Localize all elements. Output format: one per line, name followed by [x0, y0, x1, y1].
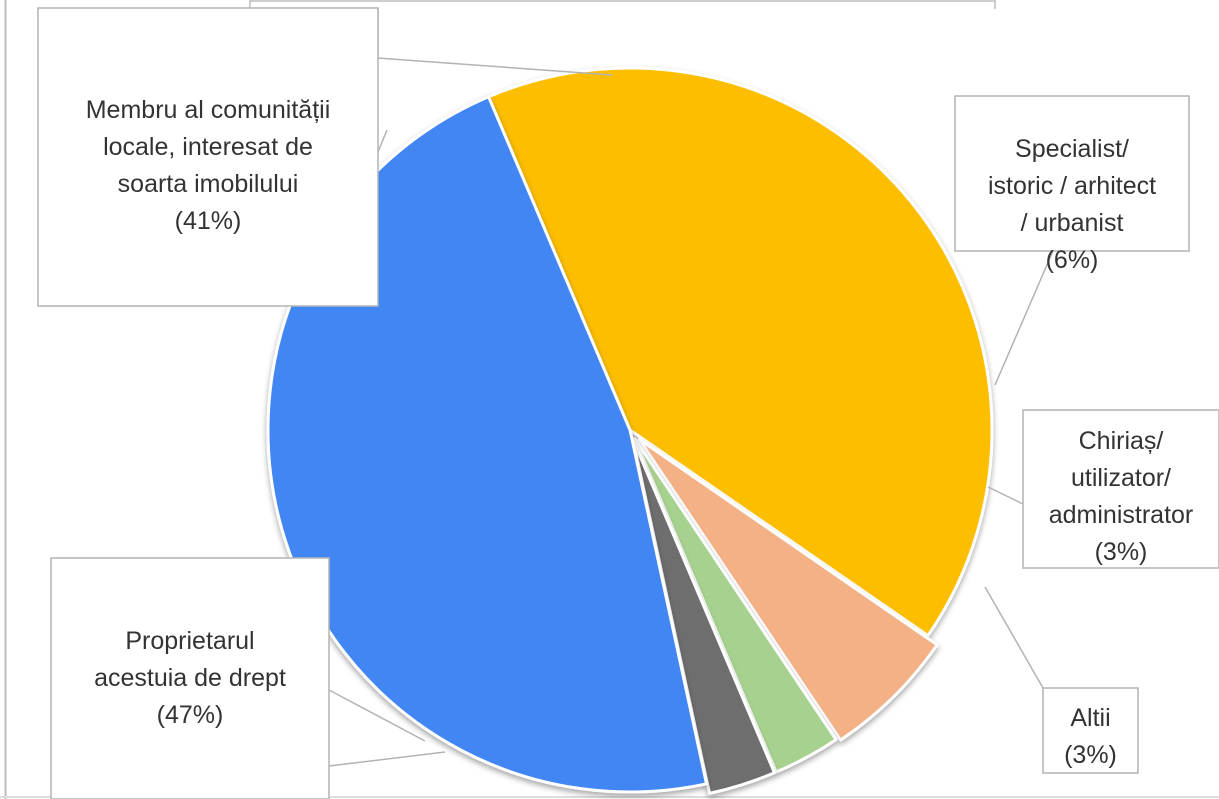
callout-label-chirias: (3%) — [1095, 538, 1148, 566]
leader-line-proprietarul — [328, 689, 426, 742]
leader-line-specialist — [994, 250, 1054, 386]
callout-label-proprietarul: (47%) — [157, 701, 224, 729]
callout-label-chirias: Chiriaș/ — [1079, 427, 1164, 455]
callout-box-membru — [37, 7, 379, 307]
callout-label-membru: locale, interesat de — [103, 133, 313, 161]
pie-slice-specialist — [637, 437, 939, 742]
leader-line-chirias — [987, 486, 1024, 505]
callout-label-membru: (41%) — [175, 207, 242, 235]
leader-line-altii — [984, 586, 1044, 689]
callout-label-chirias: utilizator/ — [1071, 464, 1171, 492]
callout-label-membru: Membru al comunității — [86, 96, 331, 124]
callout-label-altii: (3%) — [1064, 741, 1117, 769]
callout-label-membru: soarta imobilului — [118, 170, 299, 198]
callout-label-specialist: Specialist/ — [1015, 135, 1129, 163]
leader-line-membru — [377, 8, 613, 76]
callout-label-altii: Altii — [1070, 704, 1110, 732]
callout-label-chirias: administrator — [1049, 501, 1194, 529]
callout-label-proprietarul: Proprietarul — [125, 627, 254, 655]
callout-box-specialist — [954, 95, 1190, 252]
leader-line-secondary-proprietarul — [328, 751, 446, 767]
callout-label-specialist: istoric / arhitect — [988, 172, 1156, 200]
pie-slice-chirias — [633, 437, 838, 774]
callout-label-specialist: / urbanist — [1021, 209, 1124, 237]
callout-box-proprietarul — [50, 557, 330, 799]
pie-slice-membru — [487, 66, 994, 638]
callout-box-altii — [1042, 687, 1139, 774]
callout-box-chirias — [1022, 409, 1219, 569]
callout-label-specialist: (6%) — [1046, 246, 1099, 274]
callout-label-proprietarul: acestuia de drept — [94, 664, 286, 692]
pie-slice-altii — [631, 438, 776, 795]
leader-line-secondary-membru — [377, 129, 388, 153]
callout-labels: Membru al comunității locale, interesat d… — [37, 7, 1219, 799]
